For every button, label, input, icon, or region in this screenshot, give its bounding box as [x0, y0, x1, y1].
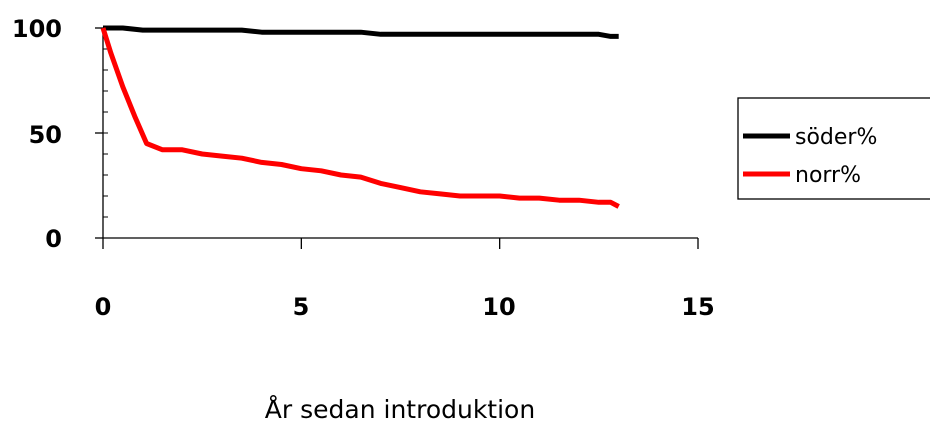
x-major-ticks [102, 238, 699, 249]
legend: söder% norr% [737, 97, 930, 200]
legend-label-norr: norr% [795, 163, 861, 188]
legend-box [737, 97, 930, 200]
y-tick-label: 100 [12, 15, 62, 43]
x-tick-label: 5 [293, 293, 310, 321]
y-tick-label: 0 [45, 225, 62, 253]
legend-label-soder: söder% [795, 125, 877, 150]
y-minor-ticks [103, 27, 108, 239]
x-tick-label: 15 [681, 293, 714, 321]
y-major-ticks [95, 27, 103, 239]
series-line-soder [103, 25, 619, 39]
series-line-norr [100, 27, 620, 209]
x-tick-label: 0 [95, 293, 112, 321]
x-tick-label: 10 [482, 293, 515, 321]
y-tick-label: 50 [29, 121, 62, 149]
x-axis-title: År sedan introduktion [265, 395, 535, 424]
